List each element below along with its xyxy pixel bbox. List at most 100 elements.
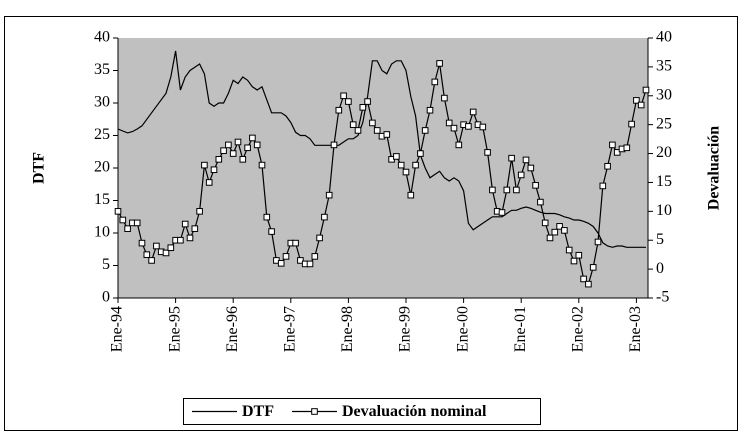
y2-tick-label: 10: [656, 202, 672, 219]
x-tick-label: Ene-01: [512, 306, 529, 352]
x-tick-label: Ene-96: [224, 306, 241, 352]
series-marker: [532, 182, 539, 189]
series-marker: [330, 141, 338, 149]
series-marker: [426, 106, 434, 114]
series-marker: [119, 216, 127, 224]
y2-tick-label: -5: [656, 289, 669, 306]
y2-tick-label: 35: [656, 58, 672, 75]
legend-box: [183, 398, 541, 425]
series-marker: [469, 108, 477, 116]
legend-label: DTF: [242, 403, 274, 420]
series-marker: [383, 131, 391, 138]
y2-axis-title: Devaluación: [706, 126, 723, 211]
series-marker: [522, 156, 530, 164]
series-marker: [628, 120, 635, 128]
series-marker: [354, 127, 362, 134]
y2-tick-label: 30: [656, 86, 672, 103]
series-marker: [633, 97, 640, 104]
series-marker: [642, 86, 650, 94]
series-marker: [546, 234, 554, 242]
series-marker: [205, 179, 213, 186]
series-marker: [465, 123, 472, 130]
y2-tick-label: 25: [656, 115, 672, 132]
series-marker: [393, 153, 400, 160]
series-marker: [196, 208, 203, 215]
series-marker: [599, 182, 607, 190]
series-marker: [397, 161, 405, 169]
series-marker: [637, 101, 645, 109]
series-marker: [489, 186, 496, 194]
x-tick-label: Ene-98: [339, 306, 356, 352]
y2-tick-label: 5: [656, 231, 664, 248]
series-marker: [186, 234, 194, 242]
series-marker: [551, 228, 559, 236]
series-marker: [153, 242, 160, 250]
series-marker: [402, 168, 410, 176]
series-marker: [421, 127, 429, 134]
series-marker: [503, 186, 511, 194]
series-marker: [369, 119, 376, 127]
x-tick-label: Ene-03: [627, 306, 644, 352]
series-marker: [268, 228, 275, 235]
series-marker: [297, 257, 304, 264]
series-marker: [589, 264, 597, 271]
x-tick-label: Ene-94: [109, 306, 126, 352]
series-marker: [609, 141, 616, 149]
series-marker: [138, 239, 146, 247]
y2-tick-label: 40: [656, 29, 672, 46]
series-marker: [575, 251, 583, 259]
series-marker: [565, 246, 573, 254]
series-marker: [570, 257, 578, 265]
series-marker: [306, 260, 314, 268]
series-marker: [479, 123, 487, 131]
series-marker: [167, 244, 175, 252]
series-marker: [359, 104, 367, 111]
series-marker: [191, 225, 199, 232]
x-tick-label: Ene-95: [166, 306, 183, 352]
series-marker: [527, 164, 535, 172]
x-tick-label: Ene-02: [569, 306, 586, 352]
y-tick-label: 40: [94, 29, 110, 46]
series-marker: [325, 191, 333, 199]
series-marker: [258, 161, 266, 169]
series-marker: [585, 280, 592, 288]
y-tick-label: 5: [102, 256, 110, 273]
series-marker: [335, 106, 343, 114]
series-marker: [431, 78, 439, 86]
series-marker: [450, 124, 458, 132]
series-marker: [316, 234, 323, 242]
series-marker: [541, 219, 549, 227]
series-marker: [162, 249, 170, 257]
series-marker: [124, 225, 131, 232]
y-tick-label: 20: [94, 159, 110, 176]
series-marker: [613, 149, 621, 156]
series-marker: [249, 134, 256, 142]
y-tick-label: 15: [94, 191, 110, 208]
y-axis-title: DTF: [31, 152, 48, 184]
series-marker: [210, 166, 218, 174]
series-marker: [498, 209, 506, 216]
series-marker: [244, 144, 251, 152]
y2-tick-label: 20: [656, 144, 672, 161]
series-marker: [215, 156, 223, 163]
series-marker: [263, 213, 271, 221]
x-tick-label: Ene-97: [281, 306, 298, 352]
series-marker: [537, 198, 544, 206]
series-marker: [417, 150, 424, 157]
series-marker: [148, 257, 155, 264]
series-marker: [133, 219, 141, 227]
series-marker: [517, 171, 525, 179]
series-marker: [321, 213, 328, 221]
series-marker: [604, 162, 611, 170]
y-tick-label: 10: [94, 224, 110, 241]
y-tick-label: 0: [102, 289, 110, 306]
series-marker: [114, 208, 122, 215]
series-marker: [345, 98, 352, 105]
series-marker: [340, 92, 347, 100]
series-marker: [407, 191, 415, 199]
series-marker: [349, 121, 357, 128]
series-marker: [561, 227, 568, 234]
series-marker: [364, 98, 371, 105]
series-marker: [201, 161, 208, 169]
